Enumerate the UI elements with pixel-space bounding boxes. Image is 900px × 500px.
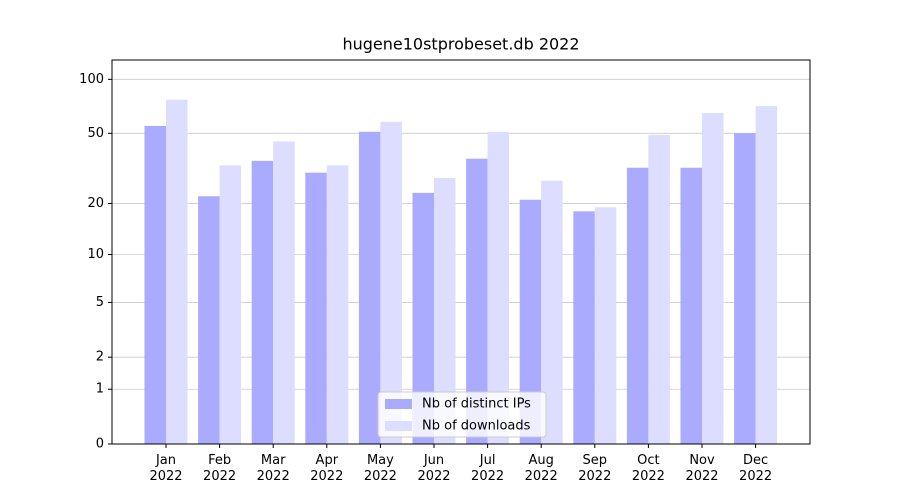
bar: [466, 158, 488, 445]
y-tick-label: 0: [96, 437, 104, 452]
bar: [144, 125, 166, 444]
bar: [648, 134, 670, 444]
plot-frame: [111, 59, 811, 445]
x-tick-label: Apr 2022: [310, 453, 344, 484]
bar: [412, 192, 434, 444]
x-tick-label: Jan 2022: [149, 453, 183, 484]
y-tick-label: 100: [79, 72, 104, 87]
bar: [380, 121, 402, 444]
bar: [166, 99, 188, 444]
y-tick-label: 5: [96, 295, 104, 310]
bar: [594, 207, 617, 444]
y-tick-label: 2: [96, 350, 104, 365]
bar: [755, 106, 778, 444]
x-tick-label: Dec 2022: [739, 453, 773, 484]
bar: [305, 172, 327, 444]
legend-swatch: [385, 421, 412, 431]
legend-swatch: [385, 399, 412, 409]
bar: [487, 131, 510, 445]
bar: [680, 167, 702, 444]
y-tick-label: 50: [87, 126, 104, 141]
bar: [326, 165, 349, 444]
bar: [219, 165, 242, 444]
bar: [519, 199, 542, 444]
bar: [434, 177, 456, 444]
bar: [273, 141, 295, 444]
x-tick-label: Jul 2022: [471, 453, 505, 484]
legend: Nb of distinct IPs Nb of downloads: [377, 391, 547, 438]
y-tick-label: 1: [96, 382, 104, 397]
chart-title: hugene10stprobeset.db 2022: [342, 35, 579, 54]
bar: [358, 131, 381, 445]
x-tick-label: Aug 2022: [524, 453, 558, 484]
bar: [702, 112, 724, 445]
x-tick-label: Oct 2022: [631, 453, 665, 484]
legend-label: Nb of distinct IPs: [422, 397, 531, 412]
bar: [251, 160, 274, 444]
x-tick-label: Feb 2022: [203, 453, 237, 484]
bar: [198, 196, 220, 444]
bar: [734, 133, 756, 444]
x-tick-label: Jun 2022: [417, 453, 451, 484]
bar: [541, 180, 563, 445]
x-tick-label: Mar 2022: [256, 453, 290, 484]
y-tick-label: 10: [87, 247, 104, 262]
x-tick-label: Nov 2022: [685, 453, 719, 484]
bar: [573, 211, 595, 444]
x-tick-label: Sep 2022: [578, 453, 612, 484]
legend-box: [377, 391, 547, 438]
bar: [626, 167, 649, 444]
x-tick-label: May 2022: [363, 453, 397, 484]
y-tick-label: 20: [87, 196, 104, 211]
legend-label: Nb of downloads: [422, 419, 531, 434]
